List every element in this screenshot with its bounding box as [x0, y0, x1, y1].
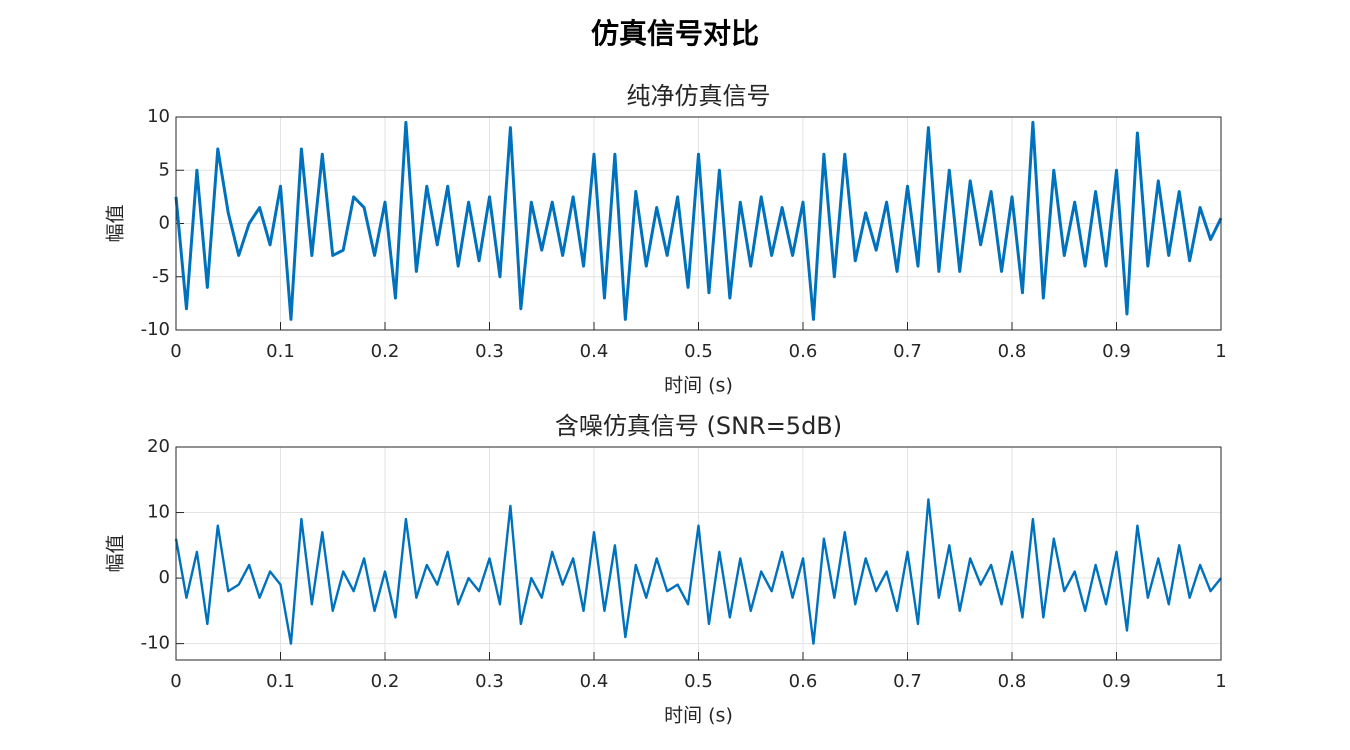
x-tick-label: 0.8	[998, 671, 1027, 692]
x-tick-label: 0.6	[789, 341, 818, 362]
y-tick-label: -10	[141, 633, 170, 654]
x-axis-label: 时间 (s)	[664, 705, 733, 727]
axes-title: 含噪仿真信号 (SNR=5dB)	[555, 412, 842, 440]
x-tick-label: 0.3	[475, 671, 504, 692]
x-tick-label: 0.7	[893, 671, 922, 692]
x-tick-label: 0.4	[580, 341, 609, 362]
axes-box	[175, 116, 1222, 331]
x-tick-label: 0.9	[1102, 671, 1131, 692]
x-tick-label: 1	[1215, 341, 1226, 362]
y-axis-label: 幅值	[105, 534, 127, 572]
x-tick-label: 0	[170, 341, 181, 362]
y-tick-label: 0	[159, 567, 170, 588]
x-tick-label: 0.9	[1102, 341, 1131, 362]
y-tick-label: 5	[159, 159, 170, 180]
data-line	[174, 120, 1223, 321]
axes-title: 纯净仿真信号	[627, 82, 771, 110]
y-tick-label: -5	[152, 266, 170, 287]
figure-title: 仿真信号对比	[591, 17, 759, 50]
data-line	[174, 498, 1222, 645]
y-tick-label: 10	[147, 106, 170, 127]
x-tick-label: 0.5	[684, 671, 713, 692]
x-tick-label: 0.1	[266, 341, 295, 362]
x-tick-label: 0	[170, 671, 181, 692]
x-tick-label: 0.2	[371, 671, 400, 692]
y-axis-label: 幅值	[105, 204, 127, 242]
x-tick-label: 0.6	[789, 671, 818, 692]
x-tick-label: 0.8	[998, 341, 1027, 362]
x-tick-label: 0.2	[371, 341, 400, 362]
y-tick-label: 10	[147, 502, 170, 523]
x-axis-label: 时间 (s)	[664, 375, 733, 397]
y-tick-label: -10	[141, 319, 170, 340]
y-tick-label: 20	[147, 436, 170, 457]
x-tick-label: 0.1	[266, 671, 295, 692]
x-tick-label: 0.3	[475, 341, 504, 362]
axes-box	[175, 446, 1222, 661]
x-tick-label: 0.4	[580, 671, 609, 692]
x-tick-label: 1	[1215, 671, 1226, 692]
y-tick-label: 0	[159, 213, 170, 234]
x-tick-label: 0.7	[893, 341, 922, 362]
x-tick-label: 0.5	[684, 341, 713, 362]
